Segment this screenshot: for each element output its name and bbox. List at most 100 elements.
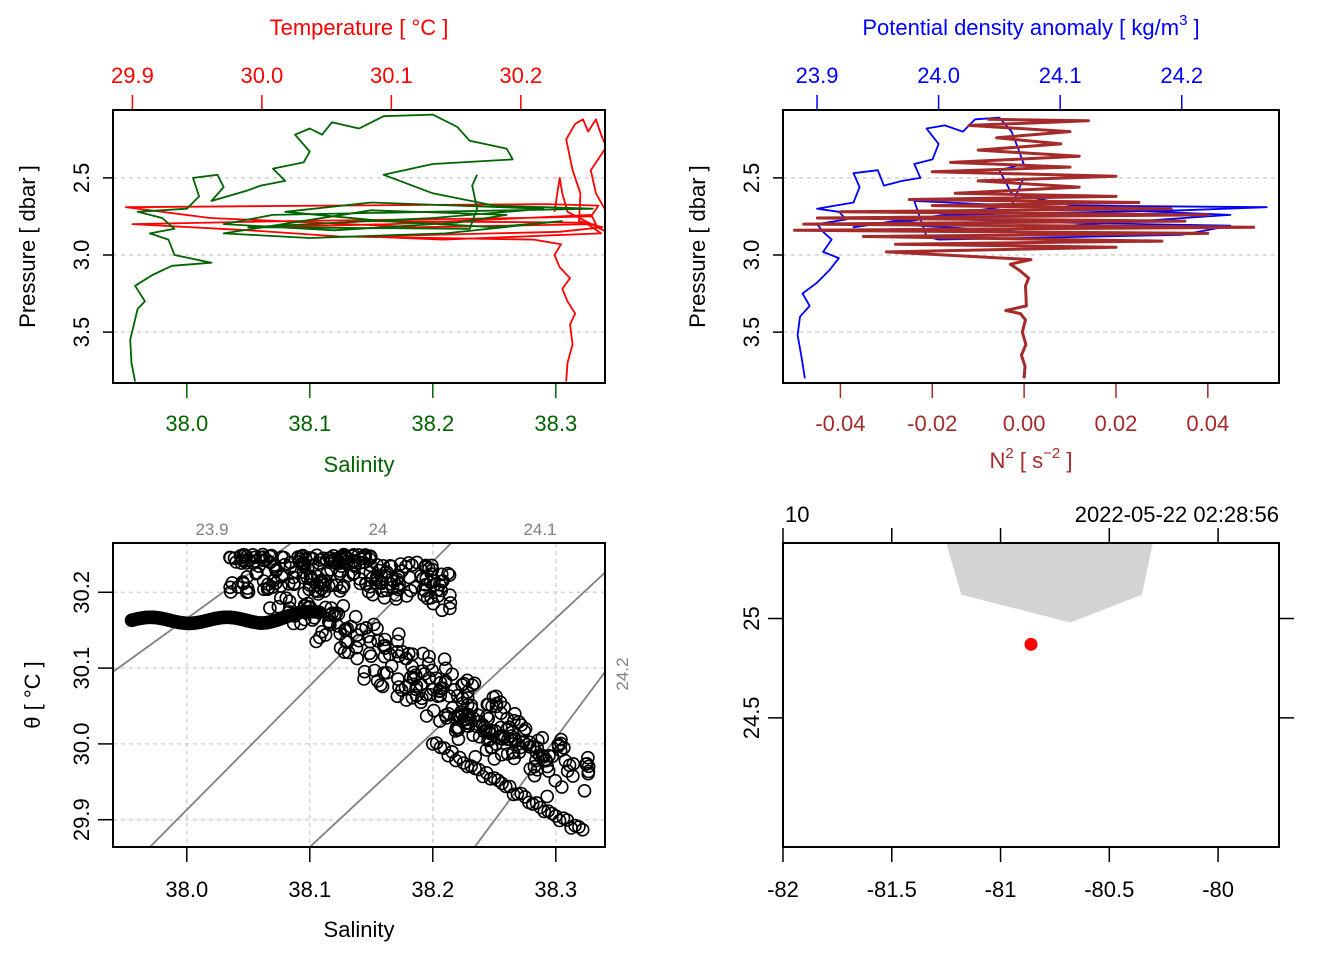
data-point (357, 672, 371, 686)
data-point (233, 549, 248, 563)
y-tick-label: 30.0 (69, 722, 94, 765)
y-tick-label: 24.5 (739, 696, 764, 739)
x-tick-label: 38.3 (534, 877, 577, 902)
x-tick-label: -82 (767, 877, 799, 902)
panel-location-map: -82 -81.5 -81 -80.5 -80 24.5 25 10 2022-05-22 02… (739, 502, 1294, 902)
data-point (309, 634, 324, 649)
bottom-axis-title: Salinity (324, 452, 395, 477)
data-point (377, 590, 392, 605)
data-point (390, 689, 405, 704)
bottom-axis-tick-label: 38.3 (534, 411, 577, 436)
y-tick-label: 3.5 (69, 317, 94, 348)
data-point (548, 809, 563, 823)
bottom-axis-tick-label: 0.00 (1003, 411, 1046, 436)
top-axis-title: Potential density anomaly [ kg/m3 ] (862, 12, 1199, 40)
data-point (554, 732, 568, 747)
data-point (451, 732, 466, 747)
data-point (353, 576, 368, 591)
data-point (255, 547, 270, 562)
x-tick-label: 38.2 (411, 877, 454, 902)
data-point (301, 596, 315, 611)
data-point (510, 737, 525, 752)
data-point (286, 570, 301, 585)
data-point (507, 706, 522, 721)
data-point (432, 684, 447, 699)
bottom-axis-tick-label: 0.02 (1095, 411, 1138, 436)
top-axis-tick-label: 23.9 (796, 63, 839, 88)
data-point (414, 695, 428, 710)
data-point (399, 589, 414, 603)
y-axis-title: Pressure [ dbar ] (685, 165, 710, 328)
data-point (297, 612, 312, 627)
bottom-axis-tick-label: 38.2 (411, 411, 454, 436)
data-point (329, 606, 344, 620)
data-point (432, 577, 447, 592)
data-point (363, 634, 378, 649)
data-point (366, 617, 381, 632)
data-point (363, 549, 378, 564)
data-point (426, 596, 441, 611)
bottom-axis-title: N2 [ s−2 ] (990, 445, 1073, 473)
data-point (538, 752, 553, 767)
bottom-axis-tick-label: -0.02 (907, 411, 957, 436)
data-point (364, 649, 378, 664)
data-point (317, 584, 332, 599)
isopycnal-label: 23.9 (195, 520, 228, 539)
data-point (581, 766, 596, 781)
data-point (489, 689, 503, 704)
data-point (263, 549, 277, 564)
top-axis-tick-label: 30.1 (370, 63, 413, 88)
data-point (332, 556, 346, 571)
data-point (344, 619, 358, 634)
data-point (318, 600, 333, 615)
x-tick-label: -81.5 (867, 877, 917, 902)
data-point (236, 576, 251, 591)
data-point (287, 576, 302, 591)
data-point (391, 649, 406, 663)
data-point (533, 800, 548, 815)
data-point (402, 570, 417, 585)
data-point (315, 624, 329, 639)
data-point (307, 610, 322, 625)
x-axis-title: Salinity (324, 917, 395, 942)
data-point (429, 671, 444, 686)
data-point (359, 620, 374, 635)
data-point (380, 665, 394, 680)
y-axis-title: θ [ °C ] (20, 661, 45, 728)
data-point (238, 548, 252, 562)
bottom-axis-tick-label: 38.1 (288, 411, 331, 436)
data-point (425, 663, 439, 678)
data-point (558, 753, 573, 768)
data-point (489, 699, 504, 714)
data-point (514, 786, 529, 801)
data-point (581, 750, 595, 765)
data-point (361, 584, 376, 599)
data-point (416, 582, 431, 597)
data-point (447, 682, 462, 697)
top-axis-tick-label: 30.2 (499, 63, 542, 88)
y-tick-label: 25 (739, 606, 764, 630)
data-point (512, 715, 526, 729)
data-point (378, 632, 392, 647)
data-point (369, 576, 383, 591)
top-axis-title: Temperature [ °C ] (270, 15, 449, 40)
data-point (417, 588, 431, 603)
title-superscript: 3 (1179, 12, 1187, 29)
data-point (370, 621, 384, 636)
data-point (416, 571, 430, 586)
bottom-axis-tick-label: -0.04 (815, 411, 865, 436)
data-point (460, 673, 475, 688)
data-point (581, 759, 596, 774)
data-point (409, 682, 423, 697)
series-line-salinity (129, 113, 594, 382)
data-point (566, 769, 580, 783)
data-point (422, 561, 436, 576)
data-point (465, 678, 480, 693)
top-axis-tick-label: 29.9 (111, 63, 154, 88)
data-point (279, 591, 294, 606)
data-point (554, 736, 568, 751)
data-point (395, 644, 410, 659)
data-point (325, 553, 340, 567)
x-tick-label: -80.5 (1084, 877, 1134, 902)
series-line-potential-density-anomaly (796, 116, 1268, 379)
